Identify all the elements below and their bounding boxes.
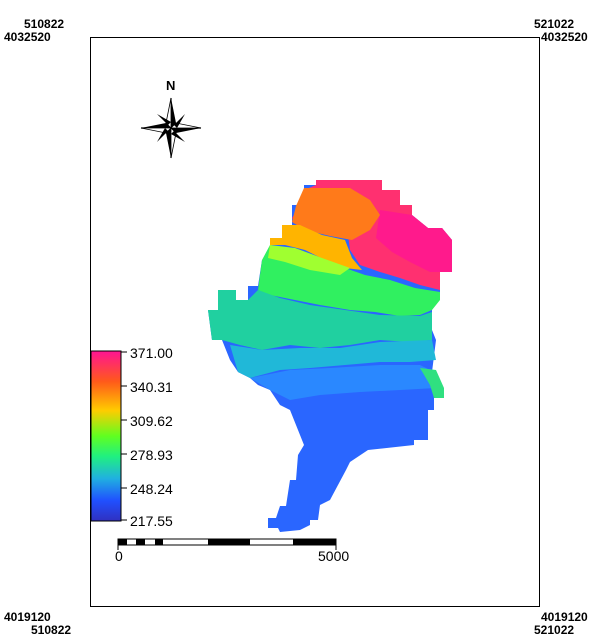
legend-label-3: 309.62 bbox=[130, 413, 173, 429]
zone-orange bbox=[292, 188, 380, 240]
zone-blue-mid bbox=[250, 365, 436, 400]
legend-color-bar bbox=[90, 350, 122, 522]
top-right-y-coord: 4032520 bbox=[541, 30, 588, 44]
scale-start-label: 0 bbox=[115, 548, 123, 564]
legend-label-6: 217.55 bbox=[130, 513, 173, 529]
bottom-left-y-coord: 4019120 bbox=[4, 610, 51, 624]
zone-teal bbox=[208, 290, 432, 350]
watershed-raster bbox=[208, 180, 452, 532]
zone-cyan bbox=[230, 340, 436, 378]
legend-ticks bbox=[121, 351, 127, 521]
top-left-y-coord: 4032520 bbox=[4, 30, 51, 44]
top-left-x-coord: 510822 bbox=[24, 17, 65, 31]
scale-bar bbox=[117, 538, 337, 550]
legend-label-1: 371.00 bbox=[130, 345, 173, 361]
zone-green-speck bbox=[420, 368, 444, 398]
bottom-right-x-coord: 521022 bbox=[534, 623, 575, 637]
top-right-x-coord: 521022 bbox=[534, 17, 575, 31]
bottom-right-y-coord: 4019120 bbox=[541, 610, 588, 624]
zone-yellow bbox=[270, 225, 362, 270]
zone-light-green bbox=[268, 245, 350, 275]
legend-label-5: 248.24 bbox=[130, 481, 173, 497]
legend-label-2: 340.31 bbox=[130, 379, 173, 395]
legend-label-4: 278.93 bbox=[130, 447, 173, 463]
north-arrow-compass-icon bbox=[140, 97, 202, 159]
bottom-left-x-coord: 510822 bbox=[31, 623, 72, 637]
north-label: N bbox=[166, 78, 176, 93]
scale-end-label: 5000 bbox=[318, 548, 350, 564]
zone-high-core bbox=[376, 210, 452, 272]
